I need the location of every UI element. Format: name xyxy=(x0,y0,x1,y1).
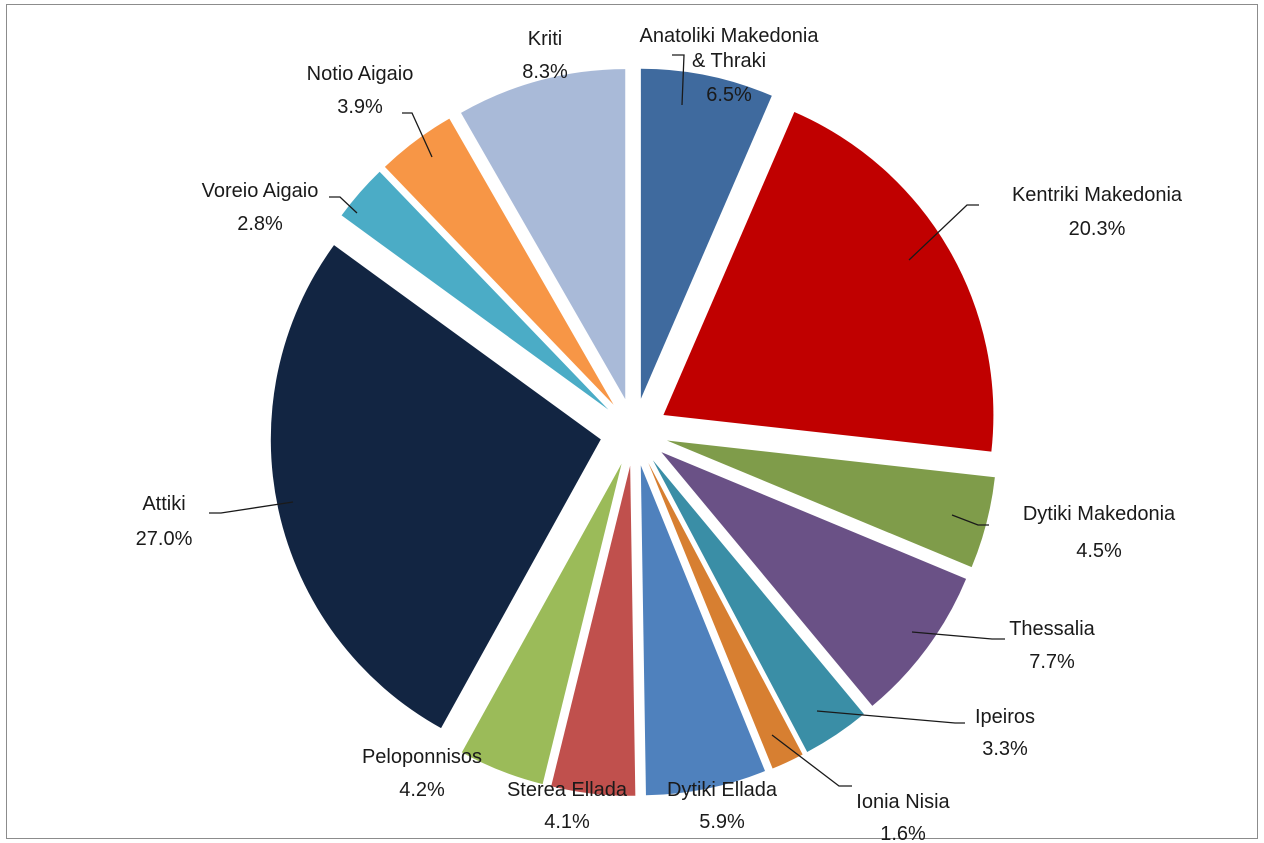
pie-slice-attiki xyxy=(270,245,601,729)
slice-label-thessalia: Thessalia xyxy=(1009,618,1095,640)
pie-slice-sterea-ellada xyxy=(551,465,636,796)
slice-label-sterea-ellada: Sterea Ellada xyxy=(507,779,628,801)
slice-label-peloponnisos: Peloponnisos xyxy=(362,746,482,768)
pie-slice-voreio-aigaio xyxy=(341,171,609,410)
slice-label-kriti: Kriti xyxy=(528,28,562,50)
slice-label-voreio-aigaio: Voreio Aigaio xyxy=(202,180,319,202)
pie-slice-notio-aigaio xyxy=(384,118,614,405)
chart-frame: Anatoliki Makedonia & Thraki 6.5% Kentriki … xyxy=(6,4,1258,840)
leader-line-dytiki-makedonia xyxy=(951,514,989,526)
slice-value-voreio-aigaio: 2.8% xyxy=(237,213,283,235)
slice-value-notio-aigaio: 3.9% xyxy=(337,96,383,118)
slice-value-ipeiros: 3.3% xyxy=(982,738,1028,760)
pie-slice-kentriki-makedonia xyxy=(663,112,994,452)
slice-label-ipeiros: Ipeiros xyxy=(975,706,1035,728)
pie-slice-ionia-nisia xyxy=(648,462,803,769)
pie-slice-anatoliki-makedonia-thraki xyxy=(640,68,772,399)
slice-value-attiki: 27.0% xyxy=(136,528,193,550)
slice-value-peloponnisos: 4.2% xyxy=(399,779,445,801)
slice-label-anatoliki-makedonia-thraki: & Thraki xyxy=(692,50,766,72)
leader-line-thessalia xyxy=(911,631,1005,640)
slice-value-kriti: 8.3% xyxy=(522,61,568,83)
pie-slice-thessalia xyxy=(661,452,967,706)
pie-slice-kriti xyxy=(460,69,626,400)
pie-slice-dytiki-ellada xyxy=(640,465,766,796)
slice-label-attiki: Attiki xyxy=(142,493,185,515)
slice-label-anatoliki-makedonia-thraki: Anatoliki Makedonia xyxy=(640,25,820,47)
slice-value-sterea-ellada: 4.1% xyxy=(544,811,590,833)
slice-value-dytiki-makedonia: 4.5% xyxy=(1076,540,1122,562)
pie-chart: Anatoliki Makedonia & Thraki 6.5% Kentriki … xyxy=(136,25,1183,840)
pie-slice-ipeiros xyxy=(652,460,864,752)
pie-slice-peloponnisos xyxy=(461,463,622,785)
slice-value-thessalia: 7.7% xyxy=(1029,651,1075,673)
leader-line-voreio-aigaio xyxy=(329,196,358,214)
slice-label-dytiki-makedonia: Dytiki Makedonia xyxy=(1023,503,1176,525)
leader-line-notio-aigaio xyxy=(402,112,433,158)
leader-line-kentriki-makedonia xyxy=(908,204,979,261)
slice-label-dytiki-ellada: Dytiki Ellada xyxy=(667,779,778,801)
slice-value-dytiki-ellada: 5.9% xyxy=(699,811,745,833)
slice-label-notio-aigaio: Notio Aigaio xyxy=(307,63,414,85)
slice-label-ionia-nisia: Ionia Nisia xyxy=(856,791,950,813)
leader-line-attiki xyxy=(209,501,294,514)
slice-value-kentriki-makedonia: 20.3% xyxy=(1069,218,1126,240)
leader-line-ionia-nisia xyxy=(771,734,852,787)
leaders-layer xyxy=(209,54,1005,787)
slice-value-ionia-nisia: 1.6% xyxy=(880,823,926,840)
pie-slice-dytiki-makedonia xyxy=(666,440,995,568)
slice-value-anatoliki-makedonia-thraki: 6.5% xyxy=(706,84,752,106)
slices-layer xyxy=(270,68,995,796)
slice-label-kentriki-makedonia: Kentriki Makedonia xyxy=(1012,184,1183,206)
labels-layer: Anatoliki Makedonia & Thraki 6.5% Kentriki … xyxy=(136,25,1183,840)
leader-line-anatoliki-makedonia-thraki xyxy=(672,54,685,106)
leader-line-ipeiros xyxy=(816,710,965,724)
